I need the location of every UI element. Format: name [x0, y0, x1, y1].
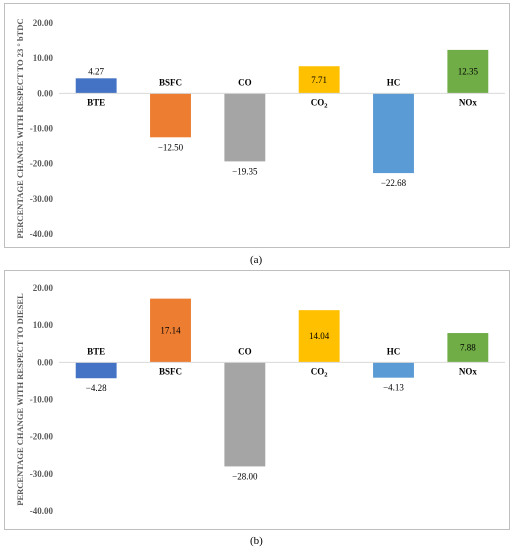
- category-label: BTE: [87, 97, 105, 107]
- category-label: NOx: [459, 366, 478, 376]
- bar-bsfc: [150, 93, 191, 138]
- data-label: 17.14: [160, 325, 181, 335]
- y-tick-label: -40.00: [30, 506, 54, 516]
- bar-nox: [447, 333, 489, 363]
- category-label: NOx: [459, 97, 478, 107]
- chart-a-panel: 20.00 10.00 0.00 -10.00 -20.00 -30.00 -40.00 PE…: [4, 3, 510, 248]
- bar-hc: [373, 362, 414, 378]
- y-tick-label: 0.00: [37, 357, 53, 367]
- category-label: CO: [238, 346, 252, 356]
- category-label: BSFC: [159, 366, 182, 376]
- data-label: −4.13: [383, 383, 404, 393]
- bar-bsfc: [150, 298, 191, 363]
- category-label: BTE: [87, 346, 105, 356]
- category-label: BSFC: [159, 77, 182, 87]
- bar-co: [224, 93, 266, 162]
- caption-a: (a): [250, 254, 263, 266]
- chart-a: 20.00 10.00 0.00 -10.00 -20.00 -30.00 -40.00 PE…: [15, 18, 505, 239]
- y-tick-label: -10.00: [30, 124, 54, 134]
- bar-co2: [298, 66, 340, 94]
- data-label: 4.27: [88, 66, 104, 76]
- chart-b-panel: 20.00 10.00 0.00 -10.00 -20.00 -30.00 -40.00 PE…: [4, 270, 510, 530]
- y-tick-label: 20.00: [33, 18, 54, 28]
- y-tick-label: 20.00: [33, 283, 54, 293]
- bar-co: [224, 362, 266, 467]
- y-tick-label: -30.00: [30, 469, 54, 479]
- bar-co2: [298, 310, 340, 363]
- y-axis-label: PERCENTAGE CHANGE WITH RESPECT TO DIESEL: [15, 293, 25, 506]
- y-tick-label: -20.00: [30, 432, 54, 442]
- y-tick-label: 0.00: [37, 88, 53, 98]
- y-tick-label: 10.00: [33, 53, 54, 63]
- data-label: 7.71: [311, 75, 327, 85]
- data-label: −28.00: [232, 471, 258, 481]
- category-label: HC: [387, 346, 401, 356]
- bar-hc: [373, 93, 414, 174]
- bar-nox: [447, 49, 489, 94]
- chart-b: 20.00 10.00 0.00 -10.00 -20.00 -30.00 -40.00 PE…: [15, 283, 505, 516]
- data-label: 7.88: [460, 343, 476, 353]
- caption-b: (b): [250, 535, 263, 547]
- category-label: HC: [387, 77, 401, 87]
- category-label: CO2: [311, 97, 328, 109]
- data-label: −19.35: [232, 166, 258, 176]
- data-label: 12.35: [458, 67, 479, 77]
- y-tick-label: -30.00: [30, 194, 54, 204]
- data-label: −12.50: [158, 142, 184, 152]
- bar-bte: [75, 362, 117, 379]
- data-label: 14.04: [309, 331, 330, 341]
- data-label: −22.68: [381, 178, 407, 188]
- data-label: −4.28: [86, 383, 107, 393]
- y-tick-label: -10.00: [30, 395, 54, 405]
- category-label: CO2: [311, 366, 328, 378]
- y-tick-label: 10.00: [33, 320, 54, 330]
- y-tick-label: -20.00: [30, 159, 54, 169]
- y-tick-label: -40.00: [30, 229, 54, 239]
- bar-bte: [75, 78, 117, 94]
- y-axis-label: PERCENTAGE CHANGE WITH RESPECT TO 23 ° b…: [15, 18, 25, 238]
- category-label: CO: [238, 77, 252, 87]
